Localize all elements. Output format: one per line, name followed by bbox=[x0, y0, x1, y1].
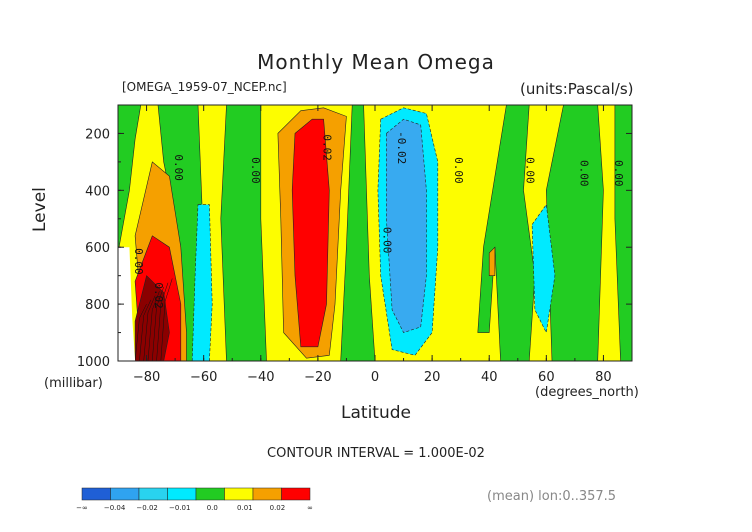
contour-line bbox=[152, 286, 164, 362]
contour-label: 0.02 bbox=[321, 134, 334, 161]
contour-line bbox=[134, 303, 147, 362]
y-tick-label: 600 bbox=[85, 241, 110, 256]
x-tick-label: −60 bbox=[190, 370, 217, 385]
x-tick-label: 0 bbox=[371, 370, 379, 385]
contour-label: 0.00 bbox=[381, 227, 394, 254]
y-tick-label: 400 bbox=[85, 184, 110, 199]
colorbar-swatch bbox=[281, 487, 311, 501]
x-axis-units: (degrees_north) bbox=[535, 385, 639, 400]
colorbar-label: −0.02 bbox=[136, 504, 157, 512]
colorbar-swatch bbox=[81, 487, 111, 501]
contour-label: 0.00 bbox=[612, 160, 625, 187]
y-axis-units: (millibar) bbox=[44, 376, 103, 391]
contour-line bbox=[147, 291, 160, 362]
contour-line bbox=[156, 282, 169, 362]
colorbar-swatch bbox=[195, 487, 225, 501]
y-tick-label: 1000 bbox=[77, 355, 110, 370]
contour-region-red bbox=[291, 118, 330, 348]
colorbar-swatch bbox=[110, 487, 140, 501]
x-axis-label: Latitude bbox=[341, 403, 411, 423]
missing-data-area bbox=[118, 247, 136, 361]
colorbar-swatch bbox=[252, 487, 282, 501]
source-file-label: [OMEGA_1959-07_NCEP.nc] bbox=[122, 80, 287, 94]
x-tick-label: 60 bbox=[538, 370, 555, 385]
colorbar-label: 0.02 bbox=[270, 504, 286, 512]
contour-region-lightblue bbox=[386, 118, 427, 333]
contour-region-green bbox=[220, 104, 267, 362]
units-label: (units:Pascal/s) bbox=[520, 80, 634, 98]
colorbar-label: 0.0 bbox=[207, 504, 218, 512]
colorbar-label: ∞ bbox=[307, 504, 313, 512]
x-tick-label: 40 bbox=[481, 370, 498, 385]
contour-region-cyan bbox=[531, 203, 556, 334]
contour-interval-note: CONTOUR INTERVAL = 1.000E-02 bbox=[267, 446, 485, 461]
contour-label: 0.00 bbox=[578, 160, 591, 187]
colorbar-swatch bbox=[224, 487, 254, 501]
contour-label: 0.02 bbox=[152, 282, 165, 309]
x-tick-label: 20 bbox=[424, 370, 441, 385]
contour-label: 0.00 bbox=[249, 157, 262, 184]
colorbar-label: 0.01 bbox=[237, 504, 253, 512]
contour-label: 0.00 bbox=[172, 154, 185, 181]
x-tick-label: −80 bbox=[133, 370, 160, 385]
y-tick-label: 200 bbox=[85, 127, 110, 142]
colorbar-swatch bbox=[138, 487, 168, 501]
mean-longitude-note: (mean) lon:0..357.5 bbox=[487, 489, 617, 504]
x-tick-label: −20 bbox=[304, 370, 331, 385]
chart-title: Monthly Mean Omega bbox=[257, 50, 495, 74]
contour-label: 0.00 bbox=[452, 157, 465, 184]
y-tick-label: 800 bbox=[85, 298, 110, 313]
x-tick-label: −40 bbox=[247, 370, 274, 385]
contour-region-orange bbox=[488, 246, 496, 277]
contour-line bbox=[139, 299, 152, 362]
contour-line bbox=[143, 295, 156, 362]
contour-label: -0.02 bbox=[395, 131, 408, 164]
contour-label: 0.00 bbox=[523, 157, 536, 184]
colorbar-label: −0.04 bbox=[104, 504, 126, 512]
contour-label: 0.00 bbox=[132, 248, 145, 275]
contour-line bbox=[160, 278, 173, 362]
x-tick-label: 80 bbox=[595, 370, 612, 385]
colorbar-swatch bbox=[167, 487, 197, 501]
colorbar-label: −∞ bbox=[76, 504, 88, 512]
colorbar-label: −0.01 bbox=[169, 504, 190, 512]
